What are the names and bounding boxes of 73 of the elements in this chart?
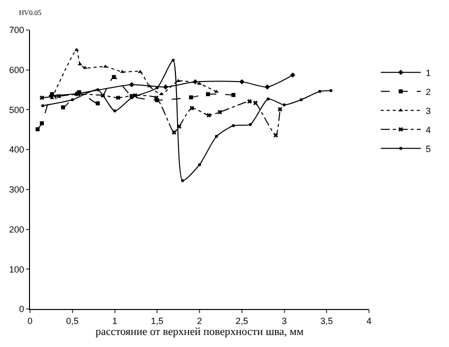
legend-label: 4 (426, 124, 431, 135)
y-tick-label: 300 (9, 184, 24, 195)
point (172, 130, 176, 135)
point (36, 127, 40, 132)
point (120, 70, 125, 73)
x-tick-label: 1,5 (150, 316, 164, 326)
y-tick-label: 600 (9, 65, 24, 76)
x-tick-label: 1 (112, 316, 118, 326)
point (82, 66, 88, 69)
point (96, 88, 100, 92)
point (189, 95, 194, 100)
legend-label: 2 (426, 86, 431, 97)
point (248, 122, 252, 126)
point (329, 89, 332, 92)
legend-label: 1 (426, 68, 431, 78)
point (247, 99, 252, 104)
legend-label: 5 (426, 144, 431, 154)
point (198, 163, 201, 166)
point (74, 48, 79, 51)
point (78, 62, 82, 66)
point (96, 101, 100, 106)
point (154, 96, 159, 100)
point (113, 109, 116, 112)
point (112, 75, 116, 80)
point (218, 110, 222, 114)
y-tick-label: 200 (9, 224, 24, 234)
point (40, 121, 44, 126)
y-tick-label: 500 (9, 104, 24, 115)
point (40, 96, 44, 100)
point (190, 106, 194, 110)
x-tick-label: 0,5 (66, 316, 79, 326)
point (278, 107, 282, 112)
point (300, 98, 303, 102)
x-tick-label: 0 (27, 316, 33, 326)
point (138, 70, 142, 73)
point (156, 86, 159, 90)
point (290, 72, 296, 78)
y-tick-label: 700 (9, 25, 24, 36)
x-tick-label: 2,5 (236, 316, 248, 326)
point (181, 179, 184, 182)
x-tick-label: 2 (196, 316, 202, 326)
point (214, 90, 219, 93)
point (41, 104, 44, 108)
point (231, 92, 236, 97)
point (206, 92, 210, 96)
legend-label: 3 (426, 106, 431, 116)
point (318, 90, 322, 93)
point (192, 79, 198, 84)
point (274, 132, 278, 138)
point (206, 113, 212, 118)
x-tick-label: 4 (366, 316, 372, 326)
x-axis-title: расстояние от верхней поверхности шва, мм (95, 326, 304, 338)
point (266, 97, 270, 100)
point (232, 124, 235, 128)
point (239, 79, 244, 84)
y-tick-label: 100 (9, 264, 24, 274)
point (129, 82, 134, 88)
point (56, 94, 62, 98)
x-tick-label: 3,5 (320, 316, 333, 326)
point (214, 134, 218, 138)
point (61, 105, 66, 110)
point (176, 79, 181, 82)
point (282, 103, 286, 106)
point (70, 98, 74, 102)
y-tick-label: 0 (19, 304, 24, 314)
x-tick-label: 3 (282, 316, 287, 326)
point (172, 58, 175, 62)
point (197, 82, 202, 85)
point (163, 84, 168, 90)
point (116, 96, 120, 100)
point (253, 100, 258, 106)
y-tick-label: 400 (9, 144, 24, 155)
point (264, 84, 270, 90)
